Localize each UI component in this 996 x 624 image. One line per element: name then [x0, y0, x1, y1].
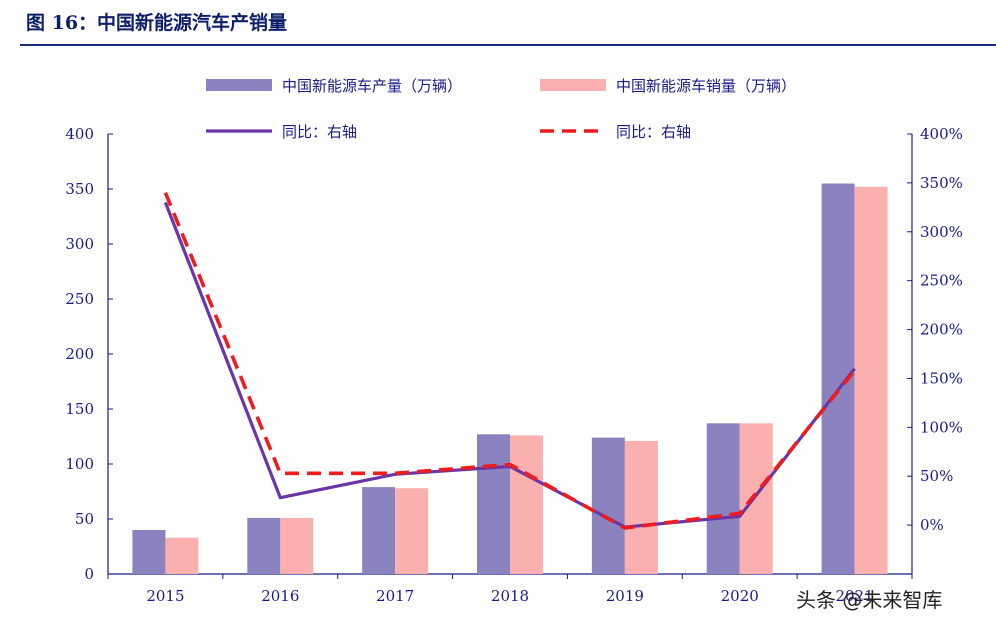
left-tick-label: 100: [65, 455, 94, 473]
x-tick-label: 2016: [261, 587, 299, 605]
right-tick-label: 200%: [920, 321, 963, 339]
legend-label: 中国新能源车产量（万辆）: [282, 77, 462, 95]
left-tick-label: 200: [65, 345, 94, 363]
production-bar: [706, 423, 740, 574]
production-bar: [477, 434, 510, 574]
right-tick-label: 250%: [920, 272, 963, 290]
sales-bar: [854, 186, 888, 575]
title-divider: [20, 44, 996, 46]
right-tick-label: 0%: [920, 516, 944, 534]
watermark: 头条 @未来智库: [796, 588, 943, 612]
x-tick-label: 2019: [606, 587, 644, 605]
left-tick-label: 50: [75, 510, 94, 528]
sales-bar: [510, 435, 543, 574]
legend-swatch-bar: [206, 79, 272, 91]
production-bar: [362, 487, 396, 574]
x-tick-label: 2017: [376, 587, 414, 605]
sales-bar: [165, 537, 199, 574]
left-tick-label: 400: [65, 125, 94, 143]
x-tick-label: 2020: [721, 587, 759, 605]
x-tick-label: 2018: [491, 587, 529, 605]
production-bar: [132, 530, 166, 574]
sales-bar: [395, 488, 429, 574]
right-tick-label: 100%: [920, 418, 963, 436]
left-tick-label: 350: [65, 180, 94, 198]
right-tick-label: 300%: [920, 223, 963, 241]
x-tick-label: 2021: [835, 587, 873, 605]
left-tick-label: 150: [65, 400, 94, 418]
legend-swatch-bar: [540, 79, 606, 91]
production-bar: [247, 517, 281, 574]
chart-title: 图 16：中国新能源汽车产销量: [26, 12, 288, 34]
sales-bar: [739, 423, 773, 574]
sales-bar: [624, 440, 658, 574]
legend-label: 同比：右轴: [616, 123, 691, 141]
right-tick-label: 50%: [920, 467, 953, 485]
right-tick-label: 350%: [920, 174, 963, 192]
left-tick-label: 0: [84, 565, 94, 583]
legend-label: 同比：右轴: [282, 123, 357, 141]
sales-bar: [280, 517, 314, 574]
production-bar: [591, 437, 625, 574]
yoy-sales-line: [163, 192, 857, 530]
x-tick-label: 2015: [146, 587, 184, 605]
left-tick-label: 300: [65, 235, 94, 253]
left-tick-label: 250: [65, 290, 94, 308]
right-tick-label: 400%: [920, 125, 963, 143]
right-tick-label: 150%: [920, 369, 963, 387]
legend-label: 中国新能源车销量（万辆）: [616, 77, 796, 95]
